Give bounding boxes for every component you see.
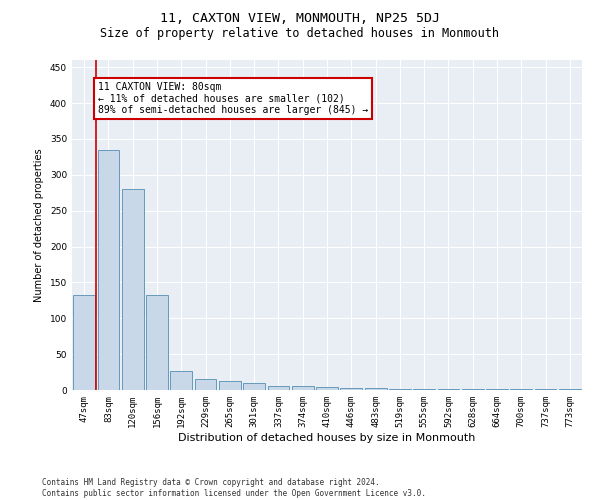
Bar bbox=[73, 294, 95, 390]
Bar bbox=[194, 378, 217, 390]
Bar bbox=[365, 388, 386, 390]
Bar bbox=[292, 386, 314, 390]
Text: 11, CAXTON VIEW, MONMOUTH, NP25 5DJ: 11, CAXTON VIEW, MONMOUTH, NP25 5DJ bbox=[160, 12, 440, 26]
Bar bbox=[219, 380, 241, 390]
Bar bbox=[97, 150, 119, 390]
Bar bbox=[122, 189, 143, 390]
Bar bbox=[389, 388, 411, 390]
Text: 11 CAXTON VIEW: 80sqm
← 11% of detached houses are smaller (102)
89% of semi-det: 11 CAXTON VIEW: 80sqm ← 11% of detached … bbox=[97, 82, 368, 114]
X-axis label: Distribution of detached houses by size in Monmouth: Distribution of detached houses by size … bbox=[178, 432, 476, 442]
Text: Contains HM Land Registry data © Crown copyright and database right 2024.
Contai: Contains HM Land Registry data © Crown c… bbox=[42, 478, 426, 498]
Bar bbox=[268, 386, 289, 390]
Y-axis label: Number of detached properties: Number of detached properties bbox=[34, 148, 44, 302]
Bar bbox=[170, 372, 192, 390]
Text: Size of property relative to detached houses in Monmouth: Size of property relative to detached ho… bbox=[101, 28, 499, 40]
Bar bbox=[146, 294, 168, 390]
Bar bbox=[316, 387, 338, 390]
Bar bbox=[243, 383, 265, 390]
Bar bbox=[340, 388, 362, 390]
